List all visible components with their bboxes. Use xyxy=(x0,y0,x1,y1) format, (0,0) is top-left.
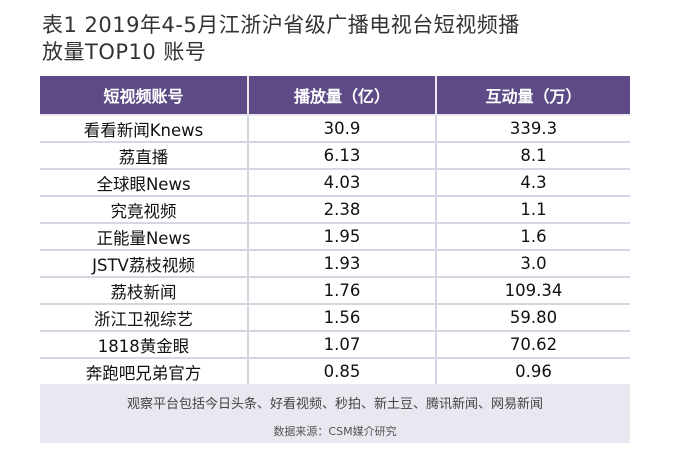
table-row: 1818黄金眼 1.07 70.62 xyxy=(40,330,630,358)
table-title: 表1 2019年4-5月江浙沪省级广播电视台短视频播 放量TOP10 账号 xyxy=(42,12,662,66)
header-plays: 播放量（亿） xyxy=(247,76,436,115)
data-source: 数据来源：CSM媒介研究 xyxy=(273,425,397,438)
plays-cell: 1.56 xyxy=(247,303,436,331)
table-row: 浙江卫视综艺 1.56 59.80 xyxy=(40,303,630,331)
plays-cell: 0.85 xyxy=(247,357,436,384)
table-row: 究竟视频 2.38 1.1 xyxy=(40,195,630,223)
interactions-cell: 1.6 xyxy=(435,222,630,250)
interactions-cell: 0.96 xyxy=(435,357,630,384)
plays-cell: 1.95 xyxy=(247,222,436,250)
interactions-cell: 8.1 xyxy=(435,141,630,169)
interactions-cell: 3.0 xyxy=(435,249,630,277)
table-row: 全球眼News 4.03 4.3 xyxy=(40,168,630,196)
table-row: 看看新闻Knews 30.9 339.3 xyxy=(40,114,630,142)
account-cell: 荔直播 xyxy=(40,141,248,169)
header-account: 短视频账号 xyxy=(40,76,248,115)
account-cell: 1818黄金眼 xyxy=(40,330,248,358)
table-row: 奔跑吧兄弟官方 0.85 0.96 xyxy=(40,357,630,384)
interactions-cell: 339.3 xyxy=(435,114,630,142)
plays-cell: 30.9 xyxy=(247,114,436,142)
account-cell: 究竟视频 xyxy=(40,195,248,223)
account-cell: 看看新闻Knews xyxy=(40,114,248,142)
interactions-cell: 59.80 xyxy=(435,303,630,331)
account-cell: 正能量News xyxy=(40,222,248,250)
plays-cell: 1.76 xyxy=(247,276,436,304)
account-cell: JSTV荔枝视频 xyxy=(40,249,248,277)
table-row: JSTV荔枝视频 1.93 3.0 xyxy=(40,249,630,277)
plays-cell: 1.93 xyxy=(247,249,436,277)
account-cell: 全球眼News xyxy=(40,168,248,196)
plays-cell: 2.38 xyxy=(247,195,436,223)
account-cell: 奔跑吧兄弟官方 xyxy=(40,357,248,384)
platform-note: 观察平台包括今日头条、好看视频、秒拍、新土豆、腾讯新闻、网易新闻 xyxy=(126,397,543,412)
title-line-1: 表1 2019年4-5月江浙沪省级广播电视台短视频播 xyxy=(42,13,520,37)
account-cell: 浙江卫视综艺 xyxy=(40,303,248,331)
top10-table: 短视频账号 播放量（亿） 互动量（万） 看看新闻Knews 30.9 339.3… xyxy=(40,76,630,384)
interactions-cell: 1.1 xyxy=(435,195,630,223)
table-row: 正能量News 1.95 1.6 xyxy=(40,222,630,250)
plays-cell: 1.07 xyxy=(247,330,436,358)
interactions-cell: 4.3 xyxy=(435,168,630,196)
account-cell: 荔枝新闻 xyxy=(40,276,248,304)
header-row: 短视频账号 播放量（亿） 互动量（万） xyxy=(40,76,630,115)
table-row: 荔直播 6.13 8.1 xyxy=(40,141,630,169)
title-line-2: 放量TOP10 账号 xyxy=(42,40,207,64)
table-row: 荔枝新闻 1.76 109.34 xyxy=(40,276,630,304)
header-interactions: 互动量（万） xyxy=(435,76,630,115)
interactions-cell: 109.34 xyxy=(435,276,630,304)
plays-cell: 4.03 xyxy=(247,168,436,196)
plays-cell: 6.13 xyxy=(247,141,436,169)
interactions-cell: 70.62 xyxy=(435,330,630,358)
